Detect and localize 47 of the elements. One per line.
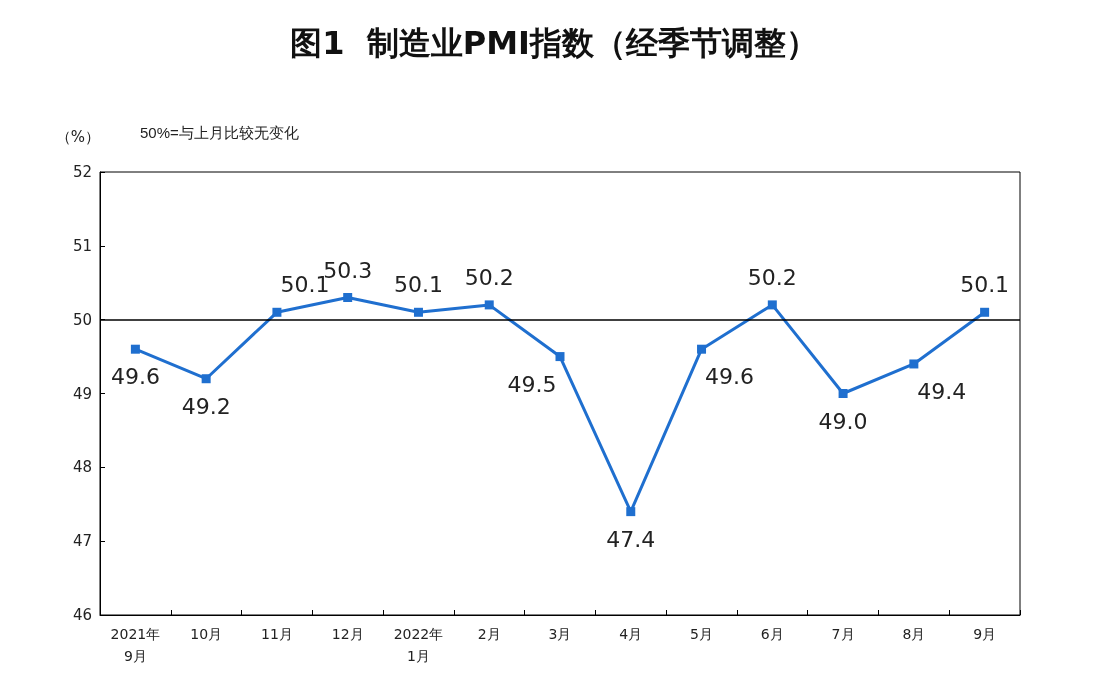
y-tick-label: 50 [72,310,92,329]
data-label: 49.4 [917,378,967,404]
x-tick-label: 5月 [690,626,713,642]
data-label: 50.1 [960,272,1010,298]
x-tick-label: 2021年 9月 [110,626,161,664]
x-tick-label: 8月 [902,626,926,642]
x-tick-label: 3月 [548,626,572,642]
x-tick-label: 4月 [619,626,643,642]
point [201,374,211,384]
point [909,359,919,369]
x-tick-label: 9月 [973,626,997,642]
point [980,307,990,317]
y-axis-title: （%） [55,127,100,146]
x-tick-label: 2月 [477,626,501,642]
point [130,344,140,354]
point [626,507,636,517]
x-tick-label: 10月 [190,626,223,642]
point [484,300,494,310]
y-tick-label: 52 [72,163,92,181]
x-tick-label: 2022年 1月 [393,626,444,664]
data-label: 49.6 [705,364,755,390]
data-label: 50.2 [747,264,797,290]
point [697,344,707,354]
data-label: 50.1 [393,272,443,298]
text: 50%=与上月比较无变化 [140,124,299,141]
y-tick-label: 48 [72,458,92,477]
point [767,300,777,310]
chart-title: 图1 制造业PMI指数（经季节调整） [290,24,818,62]
x-tick-label: 11月 [261,626,293,642]
data-label: 49.0 [818,408,868,434]
x-tick-label: 7月 [831,626,855,642]
y-tick-label: 49 [72,384,92,403]
y-tick-label: 51 [72,236,92,255]
y-tick-label: 47 [72,532,92,551]
y-tick-label: 46 [72,606,92,624]
point [343,293,353,303]
data-label: 49.6 [110,364,160,390]
x-tick-label: 6月 [760,626,784,642]
point [555,352,565,362]
x-tick-label: 12月 [331,626,364,642]
point [413,307,423,317]
point [838,389,848,398]
data-label: 49.2 [181,393,231,419]
point [272,307,282,317]
data-label: 50.2 [464,264,514,290]
data-label: 49.5 [507,371,557,397]
data-label: 47.4 [606,526,656,552]
